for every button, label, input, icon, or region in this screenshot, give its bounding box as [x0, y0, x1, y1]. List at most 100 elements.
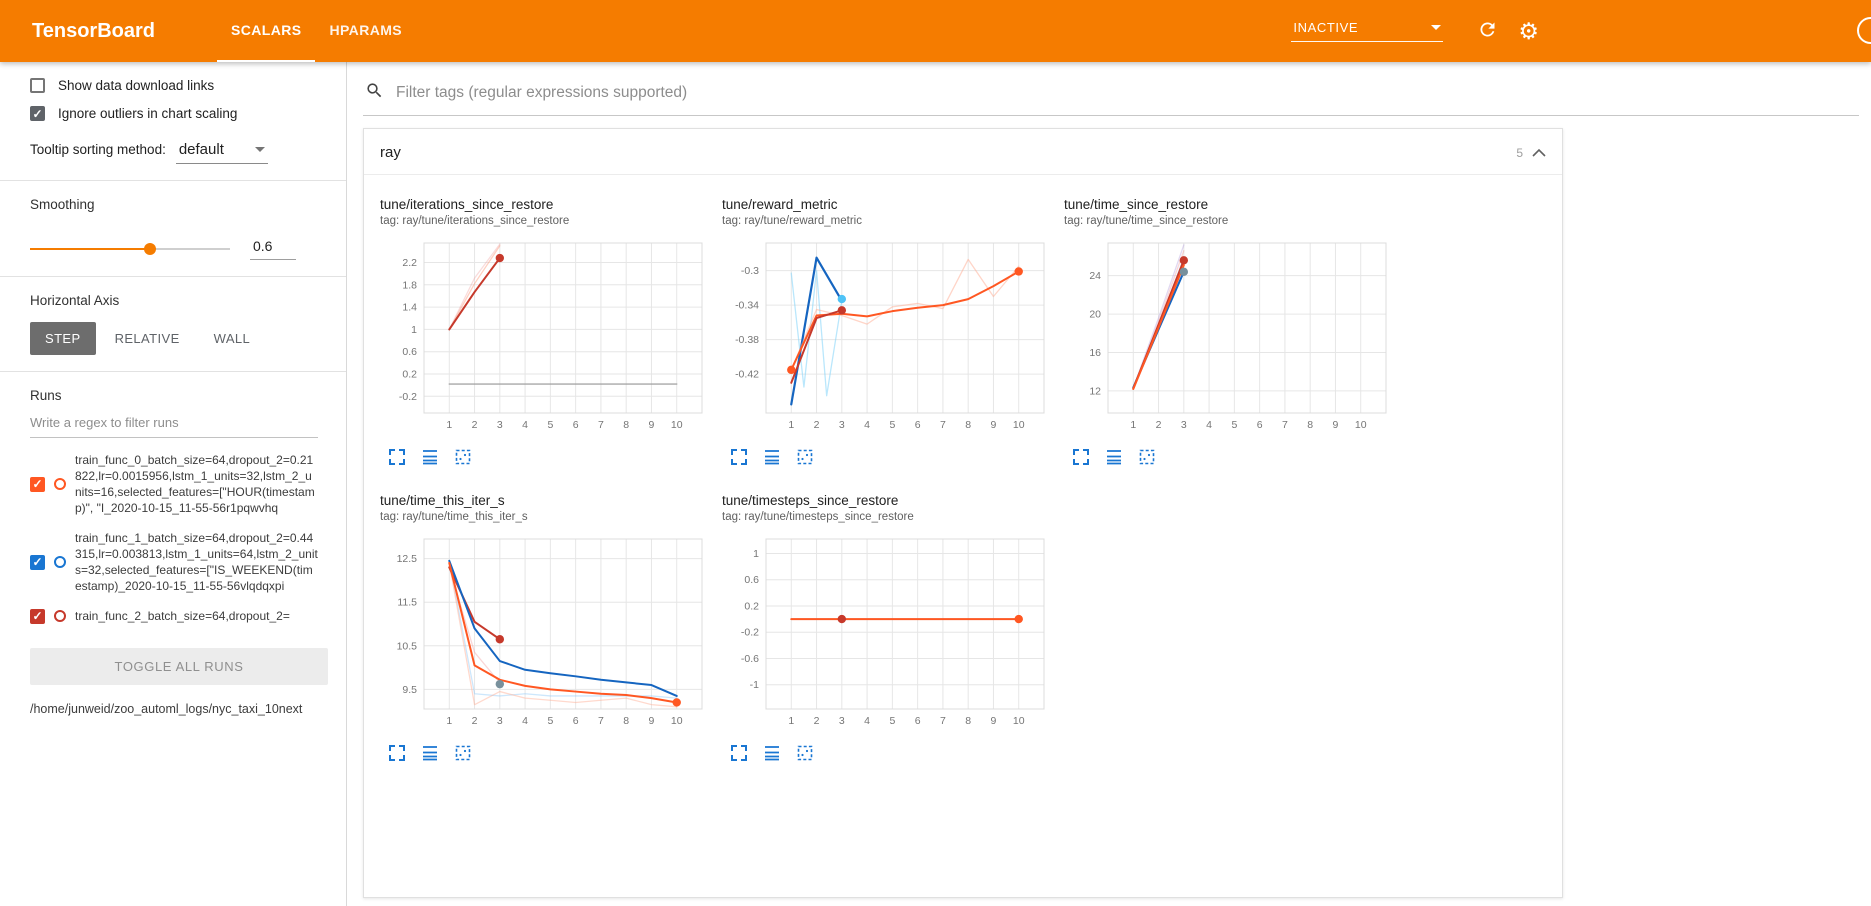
- collapse-icon[interactable]: [1532, 148, 1546, 157]
- runs-section: Runs train_func_0_batch_size=64,dropout_…: [0, 372, 346, 734]
- svg-text:6: 6: [915, 715, 921, 727]
- run-row[interactable]: train_func_2_batch_size=64,dropout_2=: [30, 600, 318, 630]
- charts-grid: tune/iterations_since_restore tag: ray/tu…: [364, 175, 1562, 779]
- svg-text:0.2: 0.2: [744, 600, 759, 612]
- runs-filter-input[interactable]: [30, 407, 318, 438]
- fit-domain-icon: [454, 448, 472, 469]
- chart-actions: [380, 744, 710, 765]
- expand-chart-button[interactable]: [730, 448, 748, 469]
- svg-text:9: 9: [991, 715, 997, 727]
- main-content: ray 5 tune/iterations_since_restore tag: …: [347, 62, 1871, 906]
- fit-domain-button[interactable]: [796, 744, 814, 765]
- ignore-outliers-checkbox[interactable]: [30, 106, 45, 121]
- expand-icon: [388, 744, 406, 765]
- run-color-swatch[interactable]: [54, 478, 66, 490]
- svg-text:4: 4: [864, 715, 870, 727]
- tab-scalars[interactable]: SCALARS: [216, 0, 316, 62]
- svg-text:1: 1: [411, 324, 417, 336]
- run-checkbox[interactable]: [30, 476, 45, 492]
- horizontal-axis-buttons: STEP RELATIVE WALL: [30, 322, 318, 355]
- run-label: train_func_1_batch_size=64,dropout_2=0.4…: [75, 531, 318, 593]
- show-download-links-checkbox[interactable]: [30, 78, 45, 93]
- log-scale-icon: [1105, 448, 1123, 469]
- tab-hparams[interactable]: HPARAMS: [329, 22, 403, 38]
- ignore-outliers-label: Ignore outliers in chart scaling: [58, 106, 238, 121]
- tag-filter-input[interactable]: [394, 83, 1855, 103]
- slider-fill: [30, 248, 150, 250]
- run-row[interactable]: train_func_1_batch_size=64,dropout_2=0.4…: [30, 522, 318, 600]
- expand-chart-button[interactable]: [388, 744, 406, 765]
- expand-chart-button[interactable]: [388, 448, 406, 469]
- svg-text:10: 10: [1355, 419, 1367, 431]
- show-download-links-row[interactable]: Show data download links: [30, 78, 318, 93]
- svg-text:7: 7: [940, 419, 946, 431]
- fit-domain-button[interactable]: [1138, 448, 1156, 469]
- log-scale-button[interactable]: [421, 744, 439, 765]
- svg-text:4: 4: [1206, 419, 1212, 431]
- svg-text:1: 1: [788, 419, 794, 431]
- chart-tile: tune/timesteps_since_restore tag: ray/tun…: [722, 493, 1052, 765]
- svg-text:1: 1: [446, 419, 452, 431]
- svg-text:9: 9: [649, 419, 655, 431]
- app-body: Show data download links Ignore outliers…: [0, 62, 1871, 906]
- settings-button[interactable]: ⚙: [1518, 19, 1539, 43]
- svg-text:2.2: 2.2: [402, 257, 417, 269]
- data-status-dropdown[interactable]: INACTIVE: [1291, 20, 1444, 42]
- log-scale-button[interactable]: [1105, 448, 1123, 469]
- svg-text:-0.38: -0.38: [735, 334, 759, 346]
- svg-text:12.5: 12.5: [397, 553, 418, 565]
- tab-bar: SCALARS HPARAMS: [216, 0, 416, 62]
- svg-text:10: 10: [1013, 715, 1025, 727]
- log-scale-button[interactable]: [763, 744, 781, 765]
- axis-wall-button[interactable]: WALL: [199, 322, 266, 355]
- svg-text:7: 7: [598, 715, 604, 727]
- chart-tag: tag: ray/tune/reward_metric: [722, 215, 862, 227]
- svg-text:16: 16: [1089, 347, 1101, 359]
- chart-title: tune/time_since_restore: [1064, 197, 1209, 212]
- svg-text:8: 8: [965, 715, 971, 727]
- tooltip-sorting-select[interactable]: default: [175, 141, 268, 164]
- help-icon[interactable]: [1857, 17, 1871, 44]
- chevron-down-icon: [1431, 25, 1442, 30]
- tooltip-sorting-label: Tooltip sorting method:: [30, 142, 166, 157]
- expand-chart-button[interactable]: [730, 744, 748, 765]
- slider-knob[interactable]: [144, 243, 156, 255]
- expand-chart-button[interactable]: [1072, 448, 1090, 469]
- svg-text:9: 9: [991, 419, 997, 431]
- svg-text:-0.34: -0.34: [735, 300, 759, 312]
- fit-domain-icon: [454, 744, 472, 765]
- axis-relative-button[interactable]: RELATIVE: [100, 322, 195, 355]
- run-color-swatch[interactable]: [54, 610, 66, 622]
- svg-text:3: 3: [839, 419, 845, 431]
- fit-domain-button[interactable]: [454, 448, 472, 469]
- toggle-all-runs-button[interactable]: TOGGLE ALL RUNS: [30, 648, 328, 685]
- fit-domain-button[interactable]: [454, 744, 472, 765]
- run-label: train_func_0_batch_size=64,dropout_2=0.2…: [75, 453, 315, 515]
- chart-actions: [722, 448, 1052, 469]
- svg-text:1: 1: [788, 715, 794, 727]
- sidebar: Show data download links Ignore outliers…: [0, 62, 347, 906]
- tag-group-header[interactable]: ray 5: [364, 129, 1562, 175]
- svg-text:20: 20: [1089, 309, 1101, 321]
- axis-step-button[interactable]: STEP: [30, 322, 96, 355]
- chart-tag: tag: ray/tune/timesteps_since_restore: [722, 511, 914, 523]
- svg-text:10: 10: [671, 419, 683, 431]
- smoothing-slider[interactable]: [30, 243, 230, 255]
- run-checkbox[interactable]: [30, 608, 45, 624]
- svg-text:8: 8: [623, 715, 629, 727]
- ignore-outliers-row[interactable]: Ignore outliers in chart scaling: [30, 106, 318, 121]
- svg-text:8: 8: [965, 419, 971, 431]
- svg-text:1.4: 1.4: [402, 302, 417, 314]
- run-color-swatch[interactable]: [54, 556, 66, 568]
- smoothing-value[interactable]: 0.6: [250, 238, 296, 260]
- status-label: INACTIVE: [1293, 20, 1359, 35]
- run-checkbox[interactable]: [30, 554, 45, 570]
- refresh-button[interactable]: [1477, 19, 1498, 43]
- fit-domain-button[interactable]: [796, 448, 814, 469]
- svg-text:4: 4: [522, 715, 528, 727]
- log-scale-button[interactable]: [421, 448, 439, 469]
- svg-text:7: 7: [940, 715, 946, 727]
- app-header: TensorBoard SCALARS HPARAMS INACTIVE ⚙: [0, 0, 1871, 62]
- log-scale-button[interactable]: [763, 448, 781, 469]
- run-row[interactable]: train_func_0_batch_size=64,dropout_2=0.2…: [30, 444, 318, 522]
